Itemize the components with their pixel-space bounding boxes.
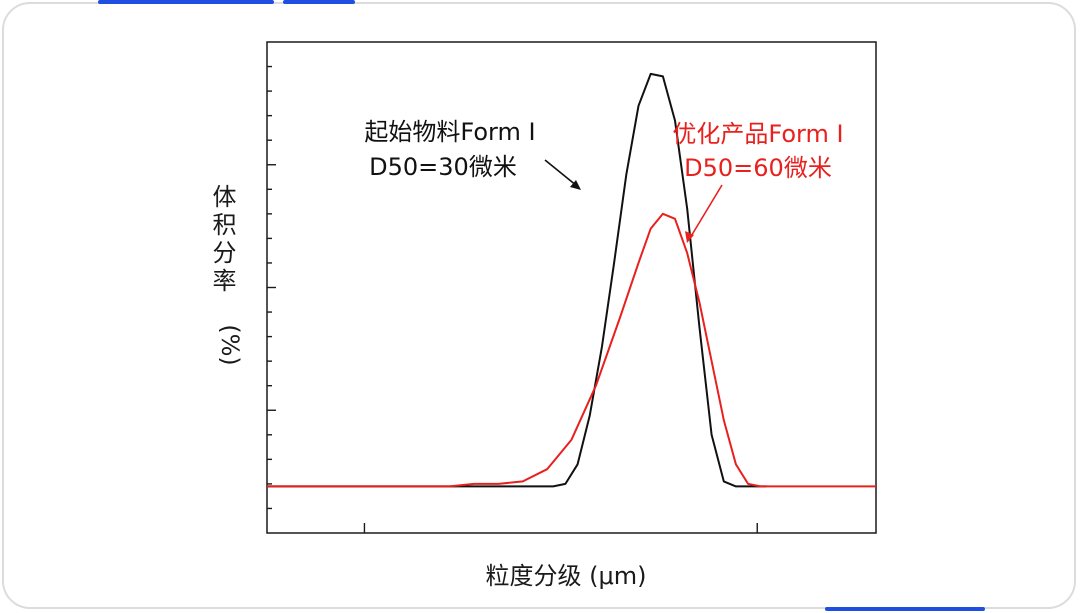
series-line-1 [267,212,876,488]
top-accent-bar-left [98,0,274,4]
y-axis-label: 体积分率 [208,184,236,296]
bottom-accent-bar [825,607,985,611]
x-axis-ticks [363,523,758,533]
annotation-black-line1: 起始物料Form I [364,118,535,146]
y-axis-unit: (%) [216,324,244,366]
top-accent-bar-right [283,0,355,4]
y-axis-ticks [267,65,276,510]
x-axis-label: 粒度分级 (μm) [485,562,646,590]
plot-area-frame [266,41,877,534]
series-layer [267,72,876,488]
series-line-0 [267,72,767,488]
annotation-red-line2: D50=60微米 [684,154,832,182]
annotation-red-line1: 优化产品Form I [672,120,843,148]
annotation-black-line2: D50=30微米 [369,153,517,181]
annotation-arrow-black [544,159,581,190]
annotation-arrow-red [685,184,723,243]
